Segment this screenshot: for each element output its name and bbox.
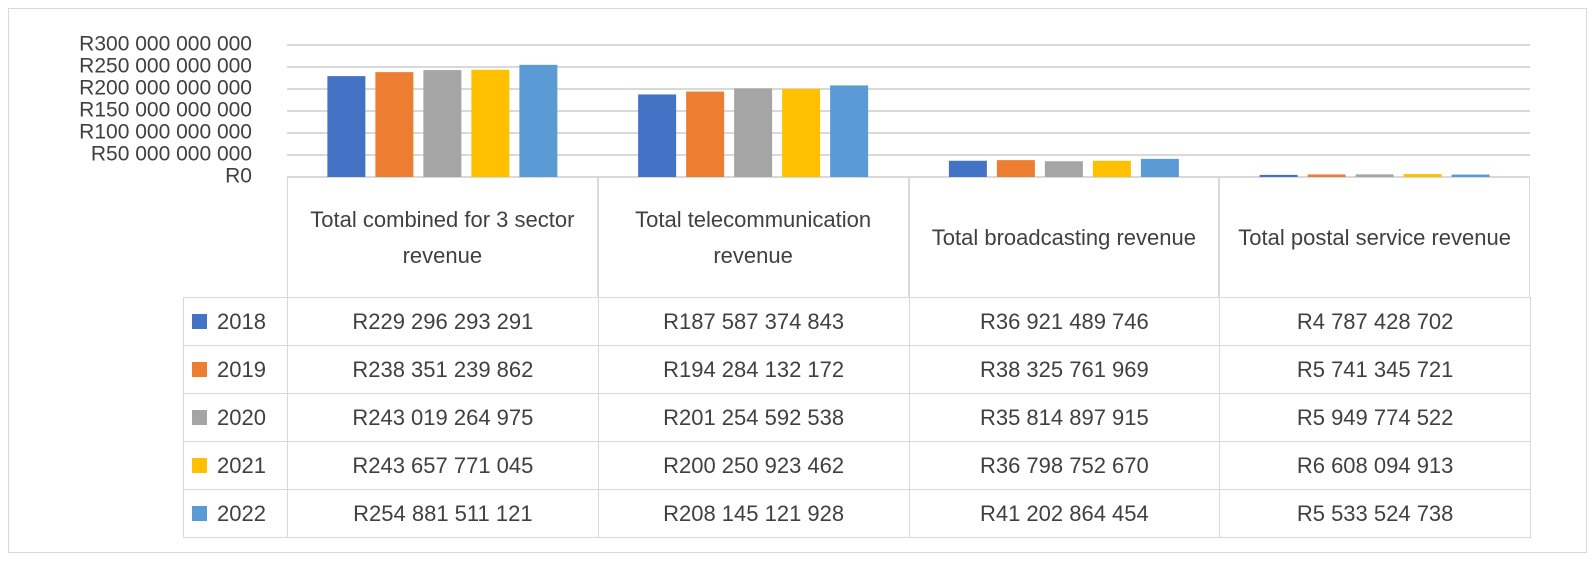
legend-label: 2021 xyxy=(217,452,266,478)
table-value: R36 798 752 670 xyxy=(908,441,1221,490)
table-value: R208 145 121 928 xyxy=(597,489,910,538)
y-tick-label: R200 000 000 000 xyxy=(79,77,252,100)
table-value: R5 741 345 721 xyxy=(1219,345,1531,394)
legend-entry: 2018 xyxy=(183,297,288,346)
bar xyxy=(471,69,510,177)
table-value: R201 254 592 538 xyxy=(597,393,910,442)
y-tick-label: R50 000 000 000 xyxy=(91,143,252,166)
bar xyxy=(1259,174,1298,177)
bar xyxy=(1140,158,1179,177)
y-tick-label: R0 xyxy=(225,165,252,188)
table-value: R5 533 524 738 xyxy=(1219,489,1531,538)
y-tick-label: R100 000 000 000 xyxy=(79,121,252,144)
table-value: R200 250 923 462 xyxy=(597,441,910,490)
y-tick-label: R300 000 000 000 xyxy=(79,33,252,56)
y-tick-label: R250 000 000 000 xyxy=(79,55,252,78)
bar xyxy=(1044,161,1083,177)
legend-key xyxy=(192,314,207,329)
bar xyxy=(519,64,558,177)
table-value: R6 608 094 913 xyxy=(1219,441,1531,490)
bar xyxy=(996,160,1035,177)
bar xyxy=(1307,174,1346,177)
legend-key xyxy=(192,506,207,521)
bar xyxy=(948,160,987,177)
legend-label: 2020 xyxy=(217,404,266,430)
category-header: Total combined for 3 sector revenue xyxy=(287,177,598,298)
table-value: R41 202 864 454 xyxy=(908,489,1221,538)
legend-label: 2019 xyxy=(217,356,266,382)
legend-label: 2018 xyxy=(217,308,266,334)
category-header: Total postal service revenue xyxy=(1219,177,1530,298)
bar xyxy=(686,91,725,177)
legend-entry: 2022 xyxy=(183,489,288,538)
legend-key xyxy=(192,458,207,473)
table-value: R243 657 771 045 xyxy=(287,441,599,490)
bar xyxy=(375,72,414,177)
legend-key xyxy=(192,410,207,425)
legend-label: 2022 xyxy=(217,500,266,526)
table-value: R238 351 239 862 xyxy=(287,345,599,394)
table-value: R254 881 511 121 xyxy=(287,489,599,538)
legend-entry: 2021 xyxy=(183,441,288,490)
bar xyxy=(734,88,773,177)
chart-frame xyxy=(8,8,1587,553)
bar xyxy=(782,88,821,177)
table-value: R36 921 489 746 xyxy=(908,297,1221,346)
legend-entry: 2020 xyxy=(183,393,288,442)
table-value: R187 587 374 843 xyxy=(597,297,910,346)
category-header: Total broadcasting revenue xyxy=(908,177,1220,298)
y-tick-label: R150 000 000 000 xyxy=(79,99,252,122)
table-value: R194 284 132 172 xyxy=(597,345,910,394)
table-value: R229 296 293 291 xyxy=(287,297,599,346)
bar xyxy=(1403,174,1442,177)
bar xyxy=(423,70,462,177)
table-value: R243 019 264 975 xyxy=(287,393,599,442)
bar xyxy=(638,94,677,177)
bar xyxy=(1355,174,1394,177)
legend-key xyxy=(192,362,207,377)
table-value: R35 814 897 915 xyxy=(908,393,1221,442)
bar xyxy=(327,76,366,177)
bar xyxy=(1451,174,1490,177)
table-value: R38 325 761 969 xyxy=(908,345,1221,394)
table-value: R4 787 428 702 xyxy=(1219,297,1531,346)
bar xyxy=(1092,160,1131,177)
bar xyxy=(830,85,869,177)
legend-entry: 2019 xyxy=(183,345,288,394)
table-value: R5 949 774 522 xyxy=(1219,393,1531,442)
category-header: Total telecommunication revenue xyxy=(597,177,909,298)
